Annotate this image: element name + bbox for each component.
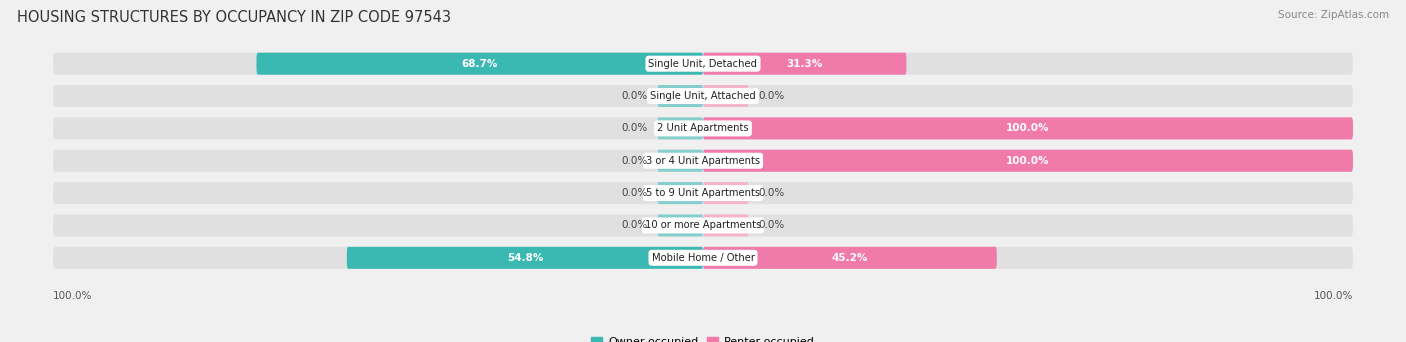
Legend: Owner-occupied, Renter-occupied: Owner-occupied, Renter-occupied bbox=[586, 332, 820, 342]
FancyBboxPatch shape bbox=[703, 85, 748, 107]
FancyBboxPatch shape bbox=[658, 214, 703, 236]
FancyBboxPatch shape bbox=[53, 182, 1353, 204]
Text: 100.0%: 100.0% bbox=[1313, 291, 1353, 301]
FancyBboxPatch shape bbox=[658, 150, 703, 172]
FancyBboxPatch shape bbox=[658, 182, 703, 204]
Text: 0.0%: 0.0% bbox=[758, 188, 785, 198]
Text: 0.0%: 0.0% bbox=[758, 221, 785, 231]
Text: 31.3%: 31.3% bbox=[786, 59, 823, 69]
Text: 54.8%: 54.8% bbox=[506, 253, 543, 263]
FancyBboxPatch shape bbox=[703, 182, 748, 204]
Text: 0.0%: 0.0% bbox=[621, 123, 648, 133]
Text: 100.0%: 100.0% bbox=[1007, 156, 1050, 166]
FancyBboxPatch shape bbox=[703, 150, 1353, 172]
Text: Single Unit, Attached: Single Unit, Attached bbox=[650, 91, 756, 101]
FancyBboxPatch shape bbox=[347, 247, 703, 269]
Text: 5 to 9 Unit Apartments: 5 to 9 Unit Apartments bbox=[645, 188, 761, 198]
FancyBboxPatch shape bbox=[703, 247, 997, 269]
FancyBboxPatch shape bbox=[53, 85, 1353, 107]
Text: 45.2%: 45.2% bbox=[832, 253, 868, 263]
Text: 0.0%: 0.0% bbox=[621, 188, 648, 198]
Text: 3 or 4 Unit Apartments: 3 or 4 Unit Apartments bbox=[645, 156, 761, 166]
FancyBboxPatch shape bbox=[703, 117, 1353, 140]
Text: Single Unit, Detached: Single Unit, Detached bbox=[648, 59, 758, 69]
Text: 0.0%: 0.0% bbox=[621, 91, 648, 101]
Text: 2 Unit Apartments: 2 Unit Apartments bbox=[657, 123, 749, 133]
Text: 100.0%: 100.0% bbox=[53, 291, 93, 301]
FancyBboxPatch shape bbox=[703, 53, 907, 75]
FancyBboxPatch shape bbox=[53, 53, 1353, 75]
FancyBboxPatch shape bbox=[53, 117, 1353, 140]
FancyBboxPatch shape bbox=[658, 117, 703, 140]
Text: 68.7%: 68.7% bbox=[461, 59, 498, 69]
Text: 10 or more Apartments: 10 or more Apartments bbox=[645, 221, 761, 231]
FancyBboxPatch shape bbox=[53, 247, 1353, 269]
FancyBboxPatch shape bbox=[658, 85, 703, 107]
Text: 0.0%: 0.0% bbox=[758, 91, 785, 101]
FancyBboxPatch shape bbox=[703, 214, 748, 236]
Text: 100.0%: 100.0% bbox=[1007, 123, 1050, 133]
Text: 0.0%: 0.0% bbox=[621, 221, 648, 231]
FancyBboxPatch shape bbox=[53, 150, 1353, 172]
Text: HOUSING STRUCTURES BY OCCUPANCY IN ZIP CODE 97543: HOUSING STRUCTURES BY OCCUPANCY IN ZIP C… bbox=[17, 10, 451, 25]
FancyBboxPatch shape bbox=[53, 214, 1353, 236]
Text: Source: ZipAtlas.com: Source: ZipAtlas.com bbox=[1278, 10, 1389, 20]
Text: 0.0%: 0.0% bbox=[621, 156, 648, 166]
Text: Mobile Home / Other: Mobile Home / Other bbox=[651, 253, 755, 263]
FancyBboxPatch shape bbox=[256, 53, 703, 75]
